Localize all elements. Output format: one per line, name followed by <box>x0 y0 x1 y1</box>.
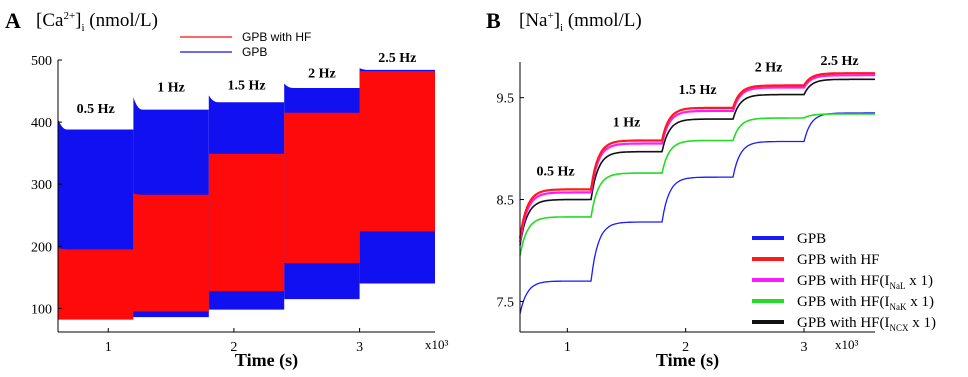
panel-b-x-axis-label: Time (s) <box>656 350 719 371</box>
panel-b-plot: 7.5 8.5 9.5 1 2 3 x10³ Time (s) 0.5 Hz 1 Hz 1.5 Hz… <box>497 54 937 371</box>
panel-a-y-tick-label: 300 <box>31 178 52 193</box>
panel-a-pacing-label: 1 Hz <box>157 80 185 95</box>
panel-a-legend: GPB with HF GPB <box>180 30 311 59</box>
legend-label-1: GPB <box>797 231 826 247</box>
legend-label-2: GPB with HF <box>797 252 880 268</box>
panel-a-pacing-label: 0.5 Hz <box>77 102 115 117</box>
series-line-1 <box>519 112 875 314</box>
panel-b-x-tick-label: 3 <box>801 340 808 355</box>
panel-a-pacing-label: 1.5 Hz <box>227 78 265 93</box>
panel-b-pacing-label: 0.5 Hz <box>536 164 574 179</box>
legend-label-gpb: GPB <box>242 45 267 59</box>
gpb-hf-band-segment-2 <box>133 193 209 312</box>
panel-b-title: [Na+]i (mmol/L) <box>519 10 642 34</box>
panel-a-title: [Ca2+]i (nmol/L) <box>36 10 158 34</box>
panel-a-y-tick-label: 100 <box>31 302 52 317</box>
legend-label-gpb-hf: GPB with HF <box>242 30 311 44</box>
panel-b-y-tick-label: 8.5 <box>497 194 515 209</box>
panel-a-pacing-label: 2 Hz <box>308 67 336 82</box>
panel-a-x-axis-label: Time (s) <box>235 350 298 371</box>
panel-a-pacing-label: 2.5 Hz <box>378 51 416 66</box>
legend-label-5: GPB with HF(INCX x 1) <box>797 315 936 333</box>
panel-a-y-tick-label: 200 <box>31 240 52 255</box>
panel-b-y-tick-label: 7.5 <box>497 295 515 310</box>
series-line-5 <box>519 78 875 246</box>
series-line-4 <box>519 113 875 256</box>
panel-a-x-multiplier: x10³ <box>425 337 449 352</box>
panel-b-x-tick-label: 2 <box>682 340 689 355</box>
panel-a-plot: 100 200 300 400 500 1 2 3 x10³ Time (s) 0.5 Hz 1 Hz… <box>31 51 449 371</box>
panel-b-pacing-label: 1.5 Hz <box>678 83 716 98</box>
panel-b-x-tick-label: 1 <box>564 340 571 355</box>
gpb-hf-band-segment-4 <box>284 112 360 264</box>
panel-a-y-tick-label: 500 <box>31 54 52 69</box>
gpb-hf-band-segment-5 <box>359 71 435 232</box>
gpb-hf-band-segment-3 <box>208 153 285 292</box>
legend-label-3: GPB with HF(INaL x 1) <box>797 273 933 291</box>
panel-b-x-multiplier: x10³ <box>835 337 859 352</box>
legend-label-4: GPB with HF(INaK x 1) <box>797 294 934 312</box>
panel-a-x-tick-label: 3 <box>356 340 363 355</box>
panel-a-letter: A <box>5 8 21 33</box>
panel-b-letter: B <box>486 8 501 33</box>
series-line-2 <box>518 72 875 239</box>
panel-b-legend: GPB GPB with HF GPB with HF(INaL x 1) GPB w… <box>752 231 936 333</box>
gpb-hf-band-segment-1 <box>58 248 134 320</box>
panel-b-y-tick-label: 9.5 <box>497 92 515 107</box>
panel-a-x-tick-label: 1 <box>105 340 112 355</box>
panel-a-x-tick-label: 2 <box>230 340 237 355</box>
panel-a-y-tick-label: 400 <box>31 116 52 131</box>
series-line-3 <box>518 74 875 243</box>
panel-b-pacing-label: 2.5 Hz <box>820 54 858 69</box>
panel-b-pacing-label: 1 Hz <box>613 115 641 130</box>
panel-b-pacing-label: 2 Hz <box>755 60 783 75</box>
